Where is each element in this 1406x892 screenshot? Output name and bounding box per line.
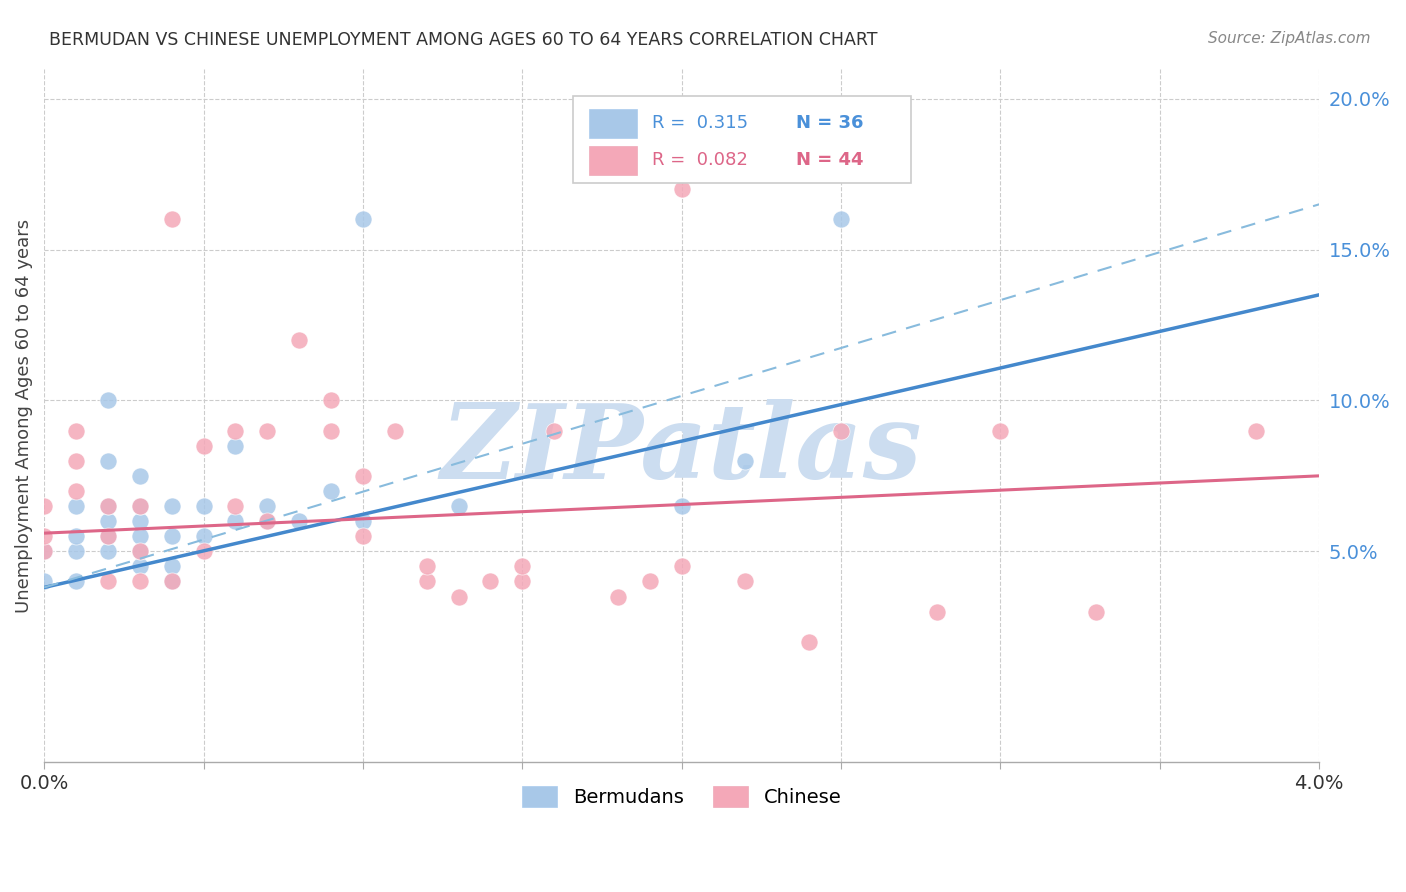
Point [32,529,55,543]
Point [128,468,150,483]
Point [925,605,948,619]
Text: N = 44: N = 44 [796,151,863,169]
Point [97,499,120,513]
Text: R =  0.315: R = 0.315 [652,113,748,132]
Point [97,529,120,543]
Point [352,468,374,483]
Point [65,574,87,589]
Point [288,333,311,347]
Point [160,559,183,574]
Point [193,499,215,513]
Point [671,559,693,574]
Point [384,424,406,438]
Text: N = 36: N = 36 [796,113,863,132]
Point [65,544,87,558]
Point [128,544,150,558]
Point [830,424,852,438]
Point [734,454,756,468]
Point [160,499,183,513]
FancyBboxPatch shape [574,96,911,183]
Point [224,424,246,438]
Point [97,514,120,528]
Text: R =  0.082: R = 0.082 [652,151,748,169]
Point [128,574,150,589]
Point [193,529,215,543]
Point [32,544,55,558]
Point [65,424,87,438]
Text: Source: ZipAtlas.com: Source: ZipAtlas.com [1208,31,1371,46]
Point [638,574,661,589]
Point [256,499,278,513]
Point [160,212,183,227]
Point [447,499,470,513]
Point [65,454,87,468]
Bar [589,109,637,138]
Bar [589,145,637,175]
Point [510,574,533,589]
Point [128,499,150,513]
Point [352,529,374,543]
Point [32,544,55,558]
Point [128,514,150,528]
Point [671,182,693,196]
Point [128,544,150,558]
Point [415,574,437,589]
Point [160,574,183,589]
Point [32,499,55,513]
Point [990,424,1012,438]
Legend: Bermudans, Chinese: Bermudans, Chinese [515,779,849,815]
Point [415,559,437,574]
Point [160,574,183,589]
Point [65,499,87,513]
Point [224,499,246,513]
Point [97,574,120,589]
Point [128,559,150,574]
Point [1244,424,1267,438]
Point [193,544,215,558]
Point [256,424,278,438]
Point [447,590,470,604]
Point [97,529,120,543]
Point [352,514,374,528]
Point [65,529,87,543]
Point [799,634,821,648]
Point [543,424,565,438]
Text: ZIPatlas: ZIPatlas [441,400,922,501]
Point [510,559,533,574]
Point [97,544,120,558]
Point [224,514,246,528]
Point [319,393,342,408]
Point [97,454,120,468]
Point [224,439,246,453]
Point [606,590,628,604]
Point [734,574,756,589]
Point [160,529,183,543]
Point [671,499,693,513]
Point [65,483,87,498]
Point [97,499,120,513]
Point [193,439,215,453]
Point [32,574,55,589]
Point [97,393,120,408]
Point [479,574,502,589]
Point [128,529,150,543]
Point [128,499,150,513]
Point [256,514,278,528]
Point [288,514,311,528]
Point [830,212,852,227]
Point [319,483,342,498]
Text: BERMUDAN VS CHINESE UNEMPLOYMENT AMONG AGES 60 TO 64 YEARS CORRELATION CHART: BERMUDAN VS CHINESE UNEMPLOYMENT AMONG A… [49,31,877,49]
Point [256,514,278,528]
Y-axis label: Unemployment Among Ages 60 to 64 years: Unemployment Among Ages 60 to 64 years [15,219,32,613]
Point [1085,605,1108,619]
Point [352,212,374,227]
Point [319,424,342,438]
